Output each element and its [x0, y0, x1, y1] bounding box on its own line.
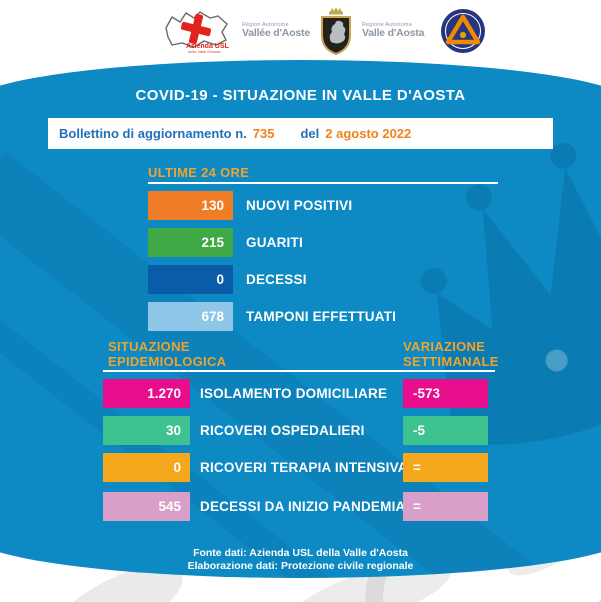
panel-content: COVID-19 - SITUAZIONE IN VALLE D'AOSTA B… — [0, 60, 601, 578]
stat-value-box: 0 — [148, 265, 233, 294]
region-it-line1: Regione Autonoma — [361, 21, 412, 28]
epi-row-decessi-pandemia: 545 DECESSI DA INIZIO PANDEMIA = — [103, 492, 523, 521]
variation-heading: VARIAZIONE SETTIMANALE — [403, 339, 499, 369]
variation-heading-line1: VARIAZIONE — [403, 339, 486, 354]
stat-label: DECESSI — [246, 272, 307, 287]
bulletin-label: Bollettino di aggiornamento n. — [59, 126, 247, 141]
stat-value-box: 130 — [148, 191, 233, 220]
situation-heading: SITUAZIONE EPIDEMIOLOGICA — [108, 339, 226, 369]
epi-label: DECESSI DA INIZIO PANDEMIA — [200, 499, 406, 514]
stat-value-box: 215 — [148, 228, 233, 257]
bulletin-date: 2 agosto 2022 — [325, 126, 412, 141]
situation-rows: 1.270 ISOLAMENTO DOMICILIARE -573 30 RIC… — [103, 379, 523, 529]
last24-heading: ULTIME 24 ORE — [148, 165, 250, 180]
svg-text:della Valle d'Aosta: della Valle d'Aosta — [188, 49, 221, 54]
region-label-italian: Regione Autonoma Valle d'Aosta — [361, 21, 425, 40]
crown-watermark-icon — [420, 142, 601, 445]
stat-label: NUOVI POSITIVI — [246, 198, 353, 213]
situation-heading-line1: SITUAZIONE — [108, 339, 190, 354]
epi-label: ISOLAMENTO DOMICILIARE — [200, 386, 388, 401]
last24-rows: 130 NUOVI POSITIVI 215 GUARITI 0 DECESSI… — [148, 191, 396, 339]
svg-text:Azienda USL: Azienda USL — [186, 43, 230, 50]
epi-row-isolamento: 1.270 ISOLAMENTO DOMICILIARE -573 — [103, 379, 523, 408]
situation-underline — [103, 370, 495, 372]
variation-heading-line2: SETTIMANALE — [403, 354, 499, 369]
stat-label: GUARITI — [246, 235, 303, 250]
epi-variation-box: -5 — [403, 416, 488, 445]
epi-label: RICOVERI OSPEDALIERI — [200, 423, 365, 438]
epi-value-box: 30 — [103, 416, 190, 445]
header-logo-strip: Azienda USL della Valle d'Aosta Région A… — [160, 6, 486, 56]
epi-value-box: 0 — [103, 453, 190, 482]
bulletin-del: del — [300, 126, 320, 141]
stat-row-tamponi: 678 TAMPONI EFFETTUATI — [148, 302, 396, 331]
epi-value-box: 545 — [103, 492, 190, 521]
data-source-footer: Fonte dati: Azienda USL della Valle d'Ao… — [0, 547, 601, 573]
valle-daosta-crest-icon — [320, 7, 351, 56]
stat-label: TAMPONI EFFETTUATI — [246, 309, 397, 324]
azienda-usl-logo-icon: Azienda USL della Valle d'Aosta — [165, 11, 230, 54]
stat-row-nuovi-positivi: 130 NUOVI POSITIVI — [148, 191, 396, 220]
footer-line2: Elaborazione dati: Protezione civile reg… — [187, 560, 414, 572]
epi-variation-box: = — [403, 492, 488, 521]
protezione-civile-logo-icon — [441, 9, 486, 53]
stat-row-decessi: 0 DECESSI — [148, 265, 396, 294]
stat-value-box: 678 — [148, 302, 233, 331]
epi-variation-box: = — [403, 453, 488, 482]
page-title: COVID-19 - SITUAZIONE IN VALLE D'AOSTA — [135, 87, 466, 104]
last24-underline — [148, 182, 498, 184]
region-fr-line2: Vallée d'Aoste — [242, 27, 310, 40]
epi-variation-box: -573 — [403, 379, 488, 408]
region-fr-line1: Région Autonome — [242, 21, 289, 28]
bulletin-number: 735 — [252, 126, 275, 141]
region-it-line2: Valle d'Aosta — [361, 27, 425, 40]
blue-panel: COVID-19 - SITUAZIONE IN VALLE D'AOSTA B… — [0, 60, 601, 578]
stat-row-guariti: 215 GUARITI — [148, 228, 396, 257]
epi-label: RICOVERI TERAPIA INTENSIVA — [200, 460, 408, 475]
region-label-french: Région Autonome Vallée d'Aoste — [242, 21, 310, 40]
epi-row-terapia-intensiva: 0 RICOVERI TERAPIA INTENSIVA = — [103, 453, 523, 482]
epi-value-box: 1.270 — [103, 379, 190, 408]
bulletin-bar: Bollettino di aggiornamento n. 735 del 2… — [48, 118, 553, 149]
epi-row-ricoveri-ospedalieri: 30 RICOVERI OSPEDALIERI -5 — [103, 416, 523, 445]
situation-heading-line2: EPIDEMIOLOGICA — [108, 354, 227, 369]
footer-line1: Fonte dati: Azienda USL della Valle d'Ao… — [193, 547, 408, 559]
